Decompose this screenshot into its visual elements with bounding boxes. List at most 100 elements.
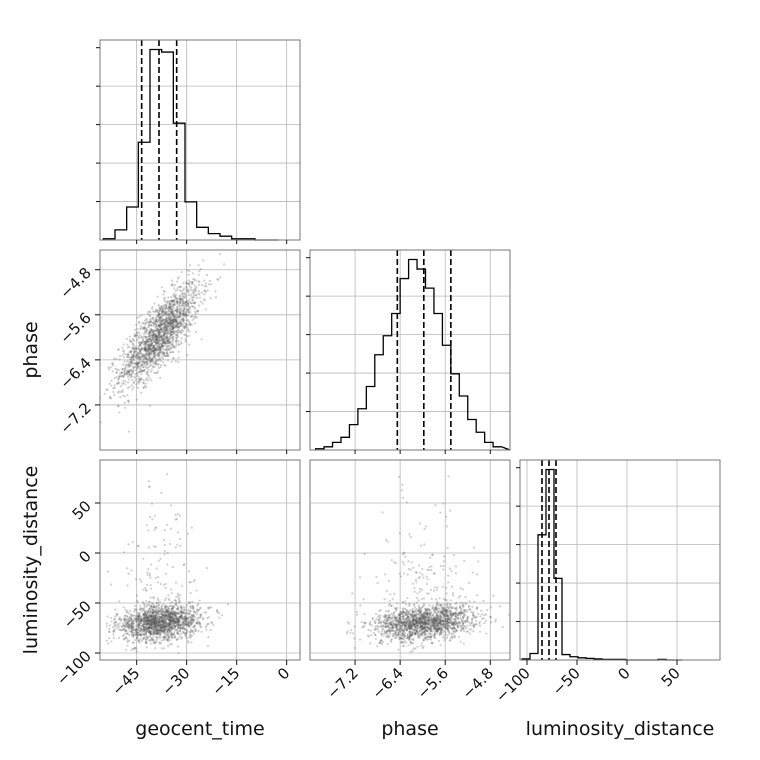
- scatter-point: [178, 616, 181, 619]
- scatter-point: [137, 616, 140, 620]
- scatter-point: [170, 625, 174, 629]
- scatter-point: [187, 612, 190, 615]
- scatter-point: [466, 608, 469, 612]
- scatter-point: [162, 627, 165, 630]
- scatter-point: [178, 514, 182, 517]
- scatter-point: [176, 326, 179, 329]
- scatter-point: [179, 604, 182, 608]
- scatter-point: [168, 604, 171, 608]
- scatter-point: [404, 611, 407, 614]
- scatter-point: [175, 517, 178, 521]
- scatter-point: [134, 362, 137, 365]
- scatter-point: [169, 316, 172, 319]
- scatter-point: [460, 612, 463, 615]
- scatter-point: [166, 614, 170, 617]
- scatter-point: [129, 358, 132, 361]
- scatter-point: [153, 617, 156, 620]
- scatter-point: [166, 351, 169, 355]
- scatter-point: [418, 613, 421, 616]
- scatter-point: [155, 624, 158, 627]
- scatter-point: [133, 354, 136, 357]
- scatter-point: [125, 637, 128, 640]
- scatter-point: [165, 627, 168, 630]
- scatter-point: [151, 358, 154, 361]
- scatter-point: [187, 334, 190, 337]
- scatter-point: [423, 630, 426, 633]
- scatter-point: [151, 321, 154, 324]
- scatter-point: [153, 339, 156, 343]
- scatter-point: [148, 625, 151, 628]
- scatter-point: [151, 333, 154, 336]
- scatter-point: [146, 621, 150, 625]
- scatter-point: [163, 313, 166, 316]
- scatter-point: [127, 370, 130, 373]
- scatter-point: [463, 620, 467, 623]
- scatter-point: [173, 633, 176, 636]
- scatter-point: [172, 605, 176, 609]
- scatter-point: [158, 634, 161, 637]
- scatter-point: [130, 369, 133, 372]
- scatter-point: [167, 629, 170, 632]
- scatter-point: [178, 623, 181, 626]
- scatter-point: [133, 617, 136, 621]
- scatter-point: [148, 337, 152, 340]
- scatter-point: [177, 315, 180, 318]
- scatter-point: [426, 638, 429, 641]
- scatter-point: [136, 364, 139, 367]
- scatter-point: [118, 411, 121, 414]
- scatter-point: [158, 331, 161, 334]
- scatter-point: [149, 627, 152, 630]
- scatter-point: [382, 625, 385, 628]
- scatter-point: [174, 625, 177, 628]
- scatter-point: [154, 624, 157, 628]
- scatter-point: [169, 643, 172, 646]
- scatter-point: [132, 368, 135, 371]
- scatter-point: [150, 614, 154, 618]
- scatter-point: [135, 372, 139, 375]
- scatter-point: [166, 610, 169, 613]
- scatter-point: [438, 615, 441, 619]
- scatter-point: [152, 323, 155, 326]
- scatter-point: [132, 635, 135, 638]
- scatter-point: [418, 522, 422, 525]
- scatter-point: [157, 325, 160, 328]
- scatter-point: [176, 594, 179, 597]
- scatter-point: [164, 341, 167, 344]
- scatter-point: [131, 354, 135, 357]
- scatter-point: [158, 626, 161, 629]
- scatter-point: [170, 627, 174, 630]
- scatter-point: [149, 631, 152, 634]
- scatter-point: [114, 615, 117, 618]
- scatter-point: [147, 368, 150, 372]
- scatter-point: [433, 618, 436, 621]
- scatter-point: [163, 629, 166, 633]
- scatter-point: [442, 622, 445, 625]
- scatter-point: [125, 614, 129, 618]
- scatter-point: [161, 626, 164, 629]
- scatter-point: [164, 614, 167, 617]
- scatter-point: [411, 632, 415, 635]
- scatter-point: [409, 650, 412, 654]
- scatter-point: [156, 338, 159, 341]
- scatter-point: [392, 624, 395, 627]
- scatter-point: [163, 328, 166, 331]
- scatter-point: [373, 628, 376, 631]
- scatter-point: [143, 347, 147, 350]
- scatter-point: [142, 637, 145, 640]
- scatter-point: [135, 363, 138, 366]
- scatter-point: [171, 319, 175, 322]
- scatter-point: [177, 360, 180, 364]
- scatter-point: [137, 616, 140, 619]
- scatter-point: [164, 328, 167, 331]
- scatter-point: [174, 622, 178, 625]
- scatter-point: [441, 616, 445, 619]
- scatter-point: [173, 620, 177, 623]
- scatter-point: [172, 302, 175, 306]
- scatter-point: [384, 538, 388, 541]
- scatter-point: [201, 618, 204, 621]
- scatter-point: [196, 309, 199, 312]
- scatter-point: [106, 388, 109, 391]
- scatter-point: [172, 621, 175, 624]
- scatter-point: [144, 349, 147, 352]
- scatter-point: [194, 294, 198, 297]
